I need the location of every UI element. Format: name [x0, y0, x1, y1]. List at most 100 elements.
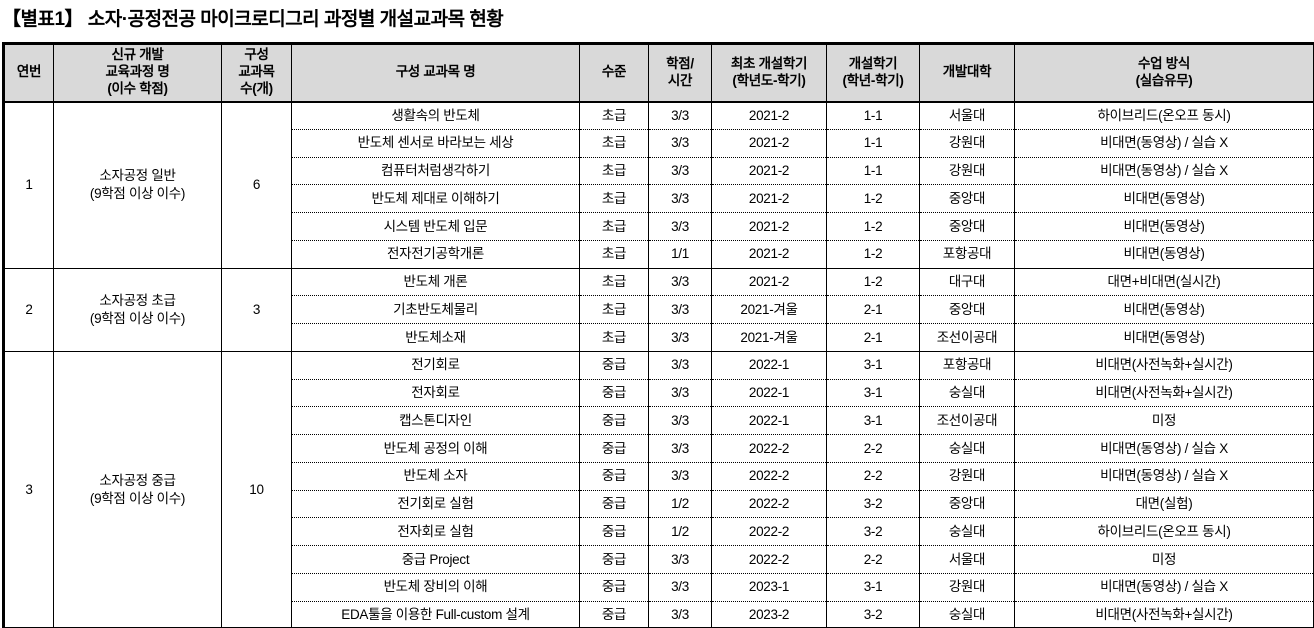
col-header-program: 신규 개발 교육과정 명 (이수 학점) [53, 42, 222, 103]
cell-university: 중앙대 [919, 184, 1015, 213]
cell-course-name: EDA툴을 이용한 Full-custom 설계 [291, 600, 580, 628]
table-header: 연번 신규 개발 교육과정 명 (이수 학점) 구성 교과목 수(개) 구성 교과목 … [3, 42, 1314, 103]
cell-term: 2-2 [826, 434, 920, 463]
cell-method: 비대면(사전녹화+실시간) [1014, 600, 1314, 628]
cell-level: 초급 [579, 295, 649, 324]
cell-course-count: 6 [221, 101, 292, 268]
cell-credits: 3/3 [648, 212, 712, 241]
table-row: 중급 Project 중급 3/3 2022-2 2-2 서울대 미정 [4, 545, 1314, 574]
cell-method: 대면+비대면(실시간) [1014, 267, 1314, 296]
cell-course-name: 전자회로 [291, 378, 580, 407]
cell-method: 비대면(동영상) [1014, 184, 1314, 213]
cell-level: 중급 [579, 545, 649, 574]
cell-first-term: 2021-겨울 [711, 295, 827, 324]
table-row: 전자전기공학개론 초급 1/1 2021-2 1-2 포항공대 비대면(동영상) [4, 239, 1314, 268]
cell-first-term: 2023-2 [711, 600, 827, 628]
cell-term: 3-1 [826, 406, 920, 435]
cell-first-term: 2021-2 [711, 267, 827, 296]
cell-first-term: 2022-1 [711, 406, 827, 435]
cell-first-term: 2021-2 [711, 239, 827, 268]
cell-level: 초급 [579, 101, 649, 130]
cell-course-count: 3 [221, 267, 292, 352]
cell-method: 하이브리드(온오프 동시) [1014, 101, 1314, 130]
col-header-level: 수준 [579, 42, 649, 103]
cell-university: 서울대 [919, 101, 1015, 130]
cell-term: 2-1 [826, 295, 920, 324]
table-row: 반도체 제대로 이해하기 초급 3/3 2021-2 1-2 중앙대 비대면(동영상) [4, 184, 1314, 213]
cell-term: 1-2 [826, 184, 920, 213]
cell-university: 숭실대 [919, 434, 1015, 463]
col-header-no: 연번 [3, 42, 54, 103]
table-row: 1 소자공정 일반 (9학점 이상 이수) 6 생활속의 반도체 초급 3/3 2021-2… [3, 101, 1314, 268]
cell-first-term: 2021-2 [711, 212, 827, 241]
cell-course-name: 반도체소재 [291, 323, 580, 352]
cell-course-name: 반도체 소자 [291, 461, 580, 490]
cell-level: 중급 [579, 600, 649, 628]
cell-university: 조선이공대 [919, 323, 1015, 352]
cell-first-term: 2021-2 [711, 184, 827, 213]
col-header-first-term: 최초 개설학기 (학년도-학기) [711, 42, 827, 103]
cell-credits: 3/3 [648, 434, 712, 463]
cell-course-name: 전자회로 실험 [291, 517, 580, 546]
table-row: 반도체 장비의 이해 중급 3/3 2023-1 3-1 강원대 비대면(동영상) / 실습… [4, 572, 1314, 601]
table-row: 반도체소재 초급 3/3 2021-겨울 2-1 조선이공대 비대면(동영상) [4, 323, 1314, 352]
cell-credits: 1/1 [648, 239, 712, 268]
cell-credits: 3/3 [648, 295, 712, 324]
cell-university: 강원대 [919, 572, 1015, 601]
cell-first-term: 2023-1 [711, 572, 827, 601]
cell-program-name: 소자공정 초급 (9학점 이상 이수) [53, 267, 222, 352]
col-header-university: 개발대학 [919, 42, 1015, 103]
cell-first-term: 2021-2 [711, 101, 827, 130]
table-row: EDA툴을 이용한 Full-custom 설계 중급 3/3 2023-2 3-2 숭실… [4, 600, 1314, 628]
table-row: 캡스톤디자인 중급 3/3 2022-1 3-1 조선이공대 미정 [4, 406, 1314, 435]
cell-course-name: 생활속의 반도체 [291, 101, 580, 130]
cell-program-name: 소자공정 일반 (9학점 이상 이수) [53, 101, 222, 268]
cell-course-name: 반도체 제대로 이해하기 [291, 184, 580, 213]
cell-term: 1-1 [826, 101, 920, 130]
cell-level: 중급 [579, 378, 649, 407]
cell-university: 숭실대 [919, 600, 1015, 628]
cell-credits: 3/3 [648, 378, 712, 407]
cell-method: 비대면(동영상) / 실습 X [1014, 572, 1314, 601]
cell-first-term: 2021-2 [711, 128, 827, 157]
cell-level: 중급 [579, 461, 649, 490]
cell-first-term: 2022-2 [711, 461, 827, 490]
table-row: 반도체 공정의 이해 중급 3/3 2022-2 2-2 숭실대 비대면(동영상) / 실습… [4, 434, 1314, 463]
cell-university: 중앙대 [919, 489, 1015, 518]
cell-credits: 3/3 [648, 600, 712, 628]
cell-course-name: 반도체 장비의 이해 [291, 572, 580, 601]
table-row: 기초반도체물리 초급 3/3 2021-겨울 2-1 중앙대 비대면(동영상) [4, 295, 1314, 324]
table-row: 전자회로 실험 중급 1/2 2022-2 3-2 숭실대 하이브리드(온오프 동시) [4, 517, 1314, 546]
cell-method: 비대면(동영상) / 실습 X [1014, 128, 1314, 157]
table-row: 3 소자공정 중급 (9학점 이상 이수) 10 전기회로 중급 3/3 2022-1 3-1… [3, 350, 1314, 628]
cell-university: 강원대 [919, 461, 1015, 490]
cell-group-no: 3 [3, 350, 54, 628]
cell-course-name: 캡스톤디자인 [291, 406, 580, 435]
cell-university: 중앙대 [919, 295, 1015, 324]
cell-course-name: 중급 Project [291, 545, 580, 574]
cell-term: 3-1 [826, 350, 920, 379]
cell-university: 포항공대 [919, 239, 1015, 268]
col-header-count: 구성 교과목 수(개) [221, 42, 292, 103]
cell-term: 2-2 [826, 545, 920, 574]
cell-term: 3-1 [826, 378, 920, 407]
cell-first-term: 2022-2 [711, 517, 827, 546]
table-body: 1 소자공정 일반 (9학점 이상 이수) 6 생활속의 반도체 초급 3/3 2021-2… [3, 101, 1314, 628]
cell-level: 초급 [579, 267, 649, 296]
table-header-row: 연번 신규 개발 교육과정 명 (이수 학점) 구성 교과목 수(개) 구성 교과목 … [3, 42, 1314, 103]
cell-course-name: 반도체 센서로 바라보는 세상 [291, 128, 580, 157]
cell-term: 1-1 [826, 156, 920, 185]
cell-method: 비대면(동영상) / 실습 X [1014, 461, 1314, 490]
cell-level: 초급 [579, 156, 649, 185]
cell-level: 중급 [579, 572, 649, 601]
cell-course-name: 전자전기공학개론 [291, 239, 580, 268]
cell-university: 포항공대 [919, 350, 1015, 379]
cell-credits: 3/3 [648, 267, 712, 296]
table-row: 2 소자공정 초급 (9학점 이상 이수) 3 반도체 개론 초급 3/3 2021-2 1-… [3, 267, 1314, 352]
cell-level: 중급 [579, 406, 649, 435]
cell-university: 중앙대 [919, 212, 1015, 241]
cell-term: 3-2 [826, 489, 920, 518]
cell-course-name: 반도체 개론 [291, 267, 580, 296]
cell-method: 비대면(사전녹화+실시간) [1014, 378, 1314, 407]
cell-method: 비대면(동영상) / 실습 X [1014, 156, 1314, 185]
